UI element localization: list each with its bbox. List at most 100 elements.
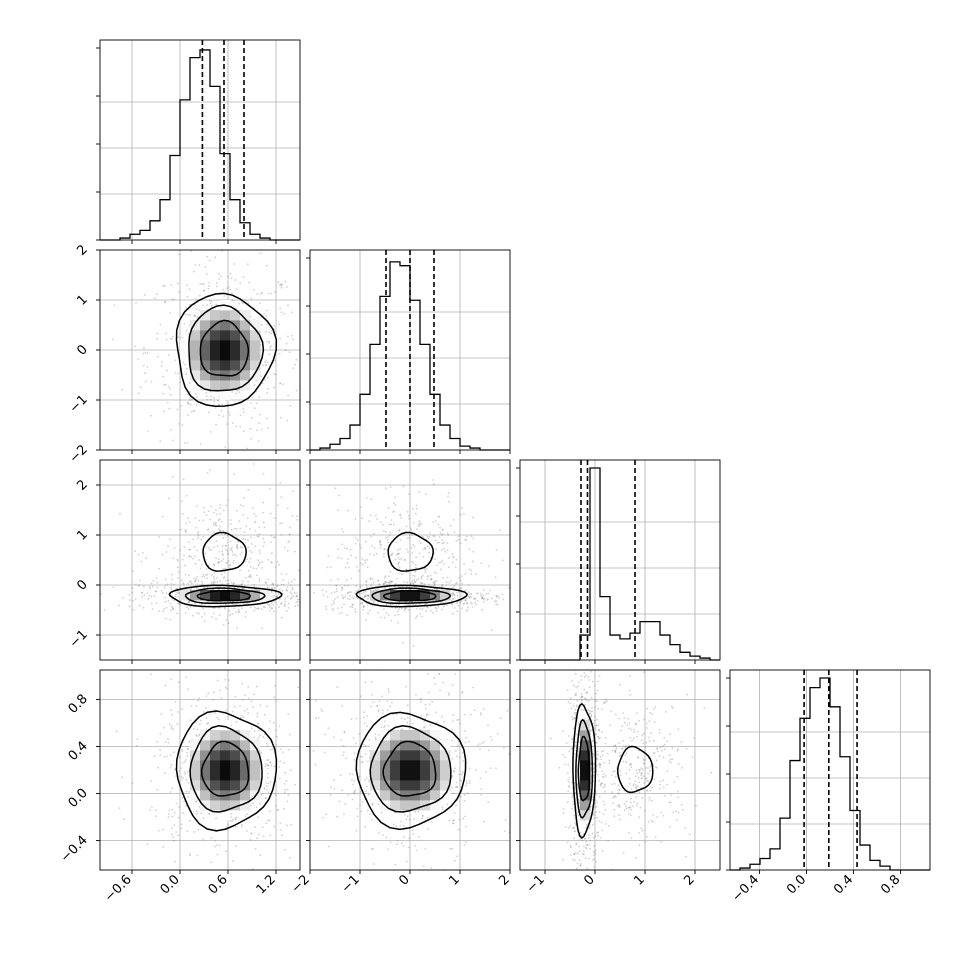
scatter-point: [459, 601, 461, 604]
scatter-point: [472, 560, 474, 563]
density-cell: [200, 370, 211, 381]
scatter-point: [137, 392, 140, 395]
scatter-point: [363, 596, 366, 598]
scatter-point: [359, 755, 362, 758]
scatter-point: [572, 803, 575, 806]
scatter-point: [187, 313, 190, 316]
scatter-point: [118, 604, 121, 607]
scatter-point: [190, 705, 193, 707]
scatter-point: [461, 751, 464, 754]
density-cell: [410, 770, 421, 781]
scatter-point: [324, 733, 327, 736]
scatter-point: [266, 788, 269, 791]
scatter-point: [365, 725, 368, 727]
density-cell: [420, 770, 431, 781]
scatter-point: [185, 307, 188, 309]
density-cell: [230, 380, 241, 391]
contour-line: [387, 531, 434, 572]
scatter-point: [280, 602, 283, 605]
scatter-point: [396, 840, 399, 842]
scatter-point: [169, 602, 172, 605]
scatter-point: [481, 608, 484, 611]
scatter-point: [364, 561, 367, 564]
scatter-point: [398, 528, 401, 531]
scatter-point: [182, 777, 184, 779]
scatter-point: [184, 313, 187, 316]
contour-line: [189, 725, 263, 813]
scatter-point: [284, 349, 287, 352]
scatter-point: [343, 844, 345, 846]
scatter-point: [684, 855, 687, 858]
scatter-point: [640, 827, 643, 830]
scatter-point: [427, 673, 430, 675]
scatter-point: [221, 583, 224, 585]
scatter-point: [625, 761, 628, 764]
scatter-point: [487, 749, 490, 752]
scatter-point: [387, 541, 389, 544]
scatter-point: [641, 734, 643, 737]
scatter-point: [381, 709, 384, 712]
scatter-point: [618, 805, 620, 807]
scatter-point: [571, 747, 574, 750]
scatter-point: [184, 612, 187, 614]
scatter-point: [401, 717, 403, 720]
scatter-point: [242, 408, 245, 410]
panel-frame: [99, 459, 301, 661]
scatter-point: [651, 799, 653, 802]
scatter-point: [364, 825, 367, 828]
scatter-point: [427, 713, 430, 716]
scatter-point: [257, 736, 260, 739]
scatter-point: [482, 598, 485, 600]
scatter-point: [481, 597, 484, 599]
scatter-panel-3-1: [309, 669, 511, 871]
scatter-point: [638, 791, 641, 793]
scatter-point: [457, 604, 460, 607]
scatter-point: [463, 799, 466, 802]
scatter-point: [247, 538, 249, 541]
scatter-point: [475, 573, 477, 576]
scatter-point: [583, 845, 585, 848]
density-cell: [250, 780, 261, 791]
scatter-point: [415, 504, 418, 507]
scatter-point: [425, 610, 428, 613]
scatter-point: [264, 364, 267, 366]
scatter-point: [159, 754, 162, 757]
density-cell: [440, 760, 451, 771]
density-cell: [420, 750, 431, 761]
scatter-point: [190, 410, 193, 413]
scatter-point: [235, 425, 238, 428]
scatter-point: [490, 629, 493, 631]
scatter-point: [258, 578, 261, 580]
scatter-point: [653, 708, 655, 710]
density-cell: [250, 740, 261, 751]
scatter-point: [322, 560, 324, 562]
scatter-point: [178, 769, 181, 772]
scatter-point: [195, 734, 198, 737]
scatter-point: [200, 563, 203, 566]
scatter-point: [193, 315, 196, 318]
scatter-point: [347, 558, 349, 560]
density-cell: [430, 790, 441, 801]
scatter-point: [162, 828, 164, 831]
scatter-point: [179, 528, 182, 531]
density-cell: [410, 750, 421, 761]
scatter-point: [459, 779, 461, 781]
scatter-point: [366, 715, 368, 717]
scatter-point: [271, 602, 273, 604]
scatter-point: [303, 751, 305, 753]
scatter-point: [141, 592, 143, 594]
scatter-point: [635, 722, 637, 725]
scatter-point: [663, 795, 666, 797]
scatter-point: [607, 839, 609, 842]
scatter-point: [383, 616, 386, 619]
scatter-point: [273, 825, 275, 828]
scatter-point: [294, 605, 297, 608]
scatter-point: [229, 519, 232, 521]
scatter-point: [235, 555, 237, 557]
scatter-point: [347, 591, 349, 594]
scatter-point: [573, 717, 576, 720]
scatter-point: [451, 848, 453, 850]
scatter-point: [265, 264, 268, 267]
scatter-point: [174, 372, 177, 374]
scatter-point: [468, 782, 471, 785]
